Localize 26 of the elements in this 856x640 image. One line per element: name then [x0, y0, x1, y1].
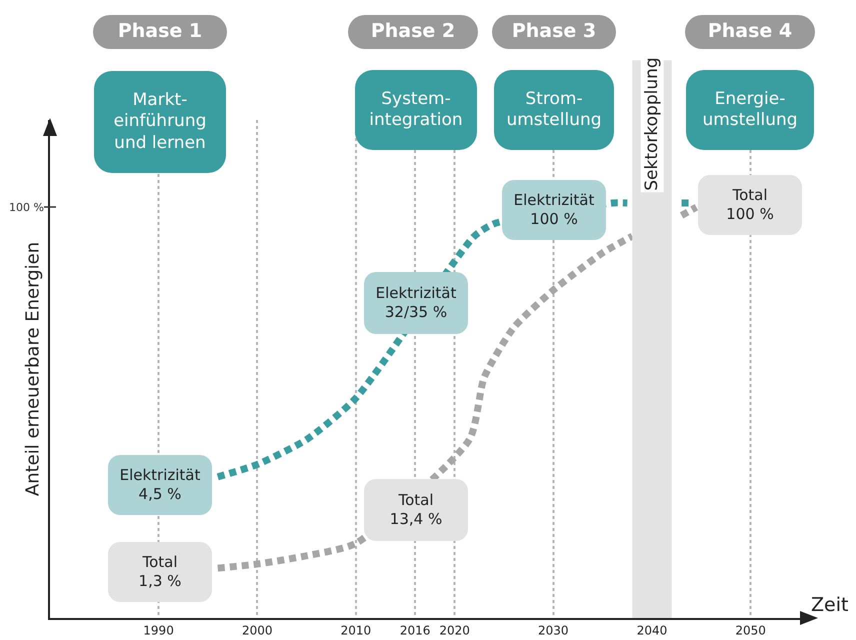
callout: Total 100 % [698, 175, 802, 235]
callout: Total 1,3 % [108, 542, 212, 602]
callout: Elektrizität 4,5 % [108, 455, 212, 515]
x-tick-label: 2040 [636, 623, 668, 638]
x-tick-label: 2010 [340, 623, 372, 638]
phase-tag: Phase 4 [685, 15, 815, 49]
phase-tag: Phase 1 [93, 15, 227, 49]
x-tick-label: 2000 [242, 623, 273, 638]
x-tick-label: 2050 [735, 623, 766, 638]
phase-card: Strom- umstellung [494, 70, 614, 150]
x-axis-title: Zeit [811, 594, 848, 616]
phase-tag: Phase 2 [348, 15, 478, 49]
callout: Elektrizität 100 % [502, 180, 606, 240]
callout: Elektrizität 32/35 % [364, 272, 468, 334]
x-tick-label: 1990 [143, 623, 174, 638]
x-tick-label: 2020 [439, 623, 470, 638]
phase-card: System- integration [355, 70, 477, 150]
x-tick-label: 2030 [538, 623, 569, 638]
phase-tag: Phase 3 [492, 15, 616, 49]
y-axis-title: Anteil erneuerbare Energien [22, 242, 44, 496]
axis-note: 100 % [8, 200, 44, 216]
phase-card: Markt- einführung und lernen [94, 71, 226, 173]
phase-card: Energie- umstellung [686, 70, 814, 150]
band-label: Sektorkopplung [642, 57, 662, 191]
x-tick-label: 2016 [400, 623, 430, 638]
callout: Total 13,4 % [364, 479, 468, 541]
